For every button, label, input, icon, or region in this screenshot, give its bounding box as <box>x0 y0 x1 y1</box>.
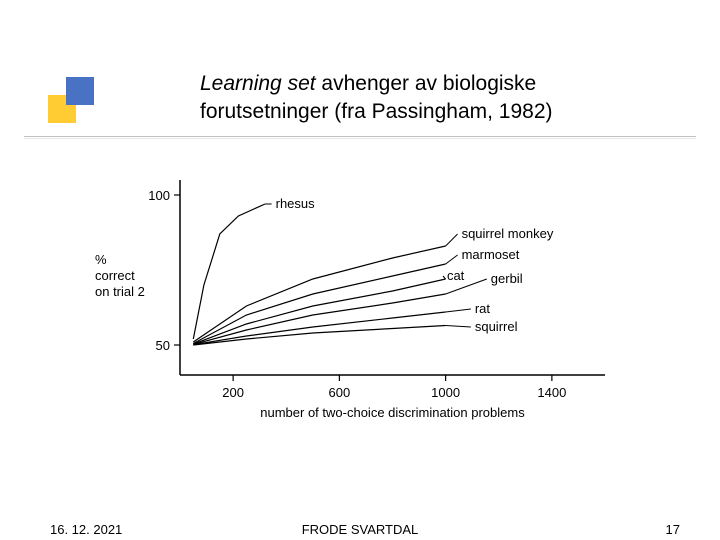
series-squirrel <box>193 326 445 346</box>
y-axis-label-line: % <box>95 252 107 267</box>
series-rat-label: rat <box>475 301 491 316</box>
y-axis-label-line: correct <box>95 268 135 283</box>
decor-square-blue <box>66 77 94 105</box>
series-cat-leader <box>443 276 446 279</box>
series-squirrel-monkey-label: squirrel monkey <box>462 226 554 241</box>
slide-title: Learning set avhenger av biologiske foru… <box>200 70 630 127</box>
series-marmoset <box>193 264 445 344</box>
learning-set-chart: 50 100%correcton trial 2 200 600 1000 1400 num… <box>85 175 645 445</box>
series-squirrel-monkey-leader <box>446 234 458 246</box>
series-squirrel-label: squirrel <box>475 319 518 334</box>
x-tick-label: 1400 <box>537 385 566 400</box>
y-axis-label-line: on trial 2 <box>95 284 145 299</box>
series-rhesus-label: rhesus <box>276 196 316 211</box>
series-cat-label: cat <box>447 268 465 283</box>
series-marmoset-label: marmoset <box>462 247 520 262</box>
x-tick-label: 200 <box>222 385 244 400</box>
title-underline <box>24 136 696 137</box>
series-rat-leader <box>446 309 471 312</box>
series-rhesus <box>193 204 265 339</box>
x-axis-label: number of two-choice discrimination prob… <box>260 405 525 420</box>
y-tick-label: 50 <box>156 338 170 353</box>
series-squirrel-leader <box>446 326 471 328</box>
title-underline-shadow <box>24 138 696 139</box>
x-tick-label: 600 <box>329 385 351 400</box>
x-tick-label: 1000 <box>431 385 460 400</box>
series-marmoset-leader <box>446 255 458 264</box>
y-tick-label: 100 <box>148 188 170 203</box>
series-gerbil <box>193 294 445 344</box>
series-gerbil-label: gerbil <box>491 271 523 286</box>
footer-page-number: 17 <box>666 522 680 537</box>
footer-author: FRODE SVARTDAL <box>0 522 720 537</box>
title-italic: Learning set <box>200 72 316 95</box>
